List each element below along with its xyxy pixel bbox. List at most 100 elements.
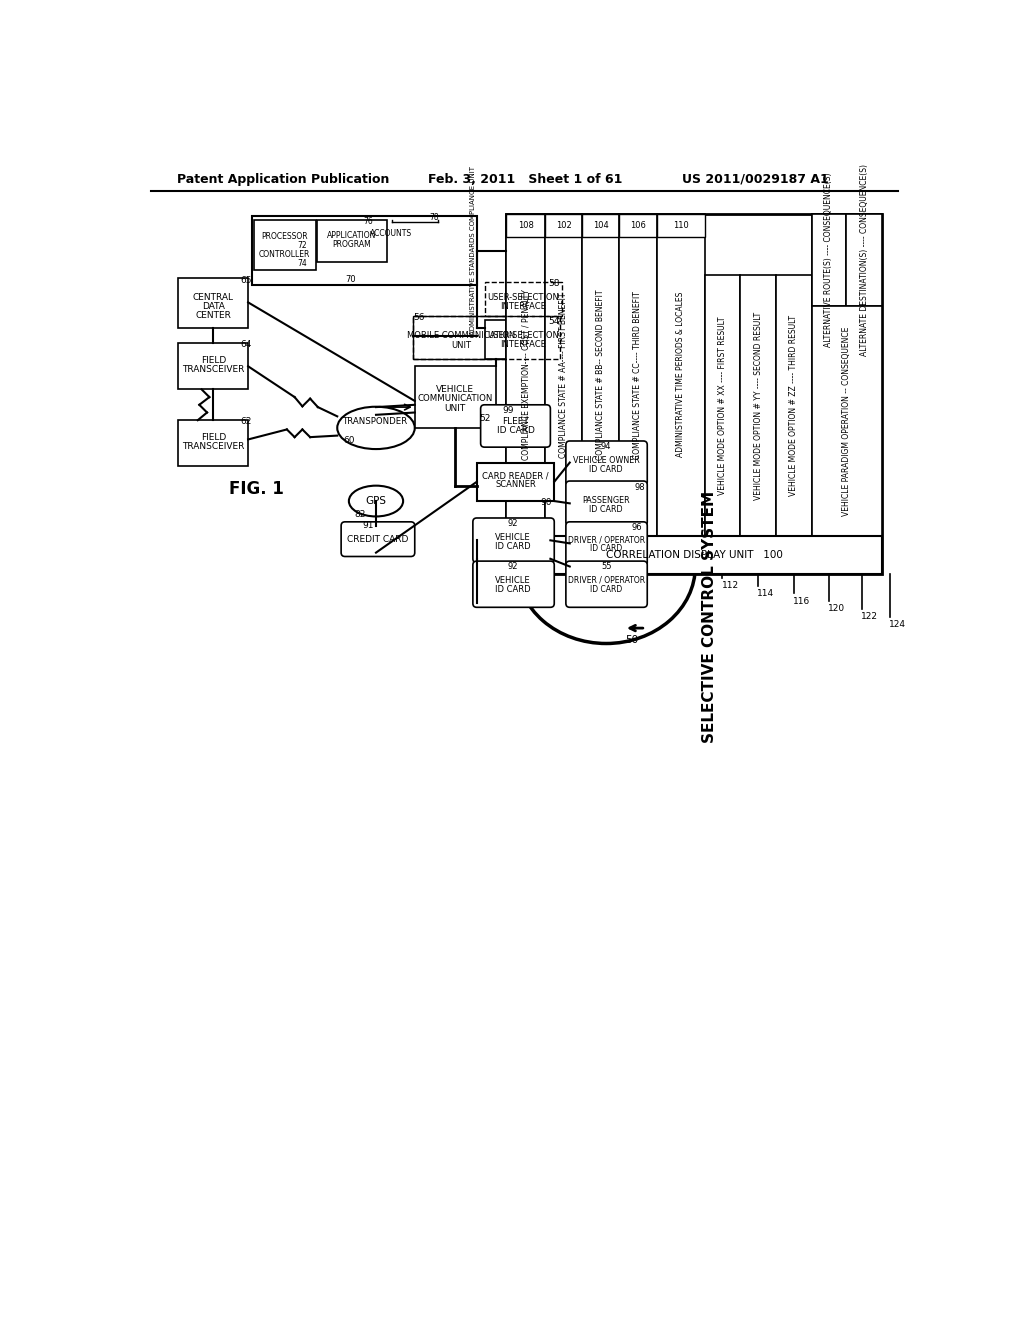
Ellipse shape xyxy=(349,486,403,516)
Bar xyxy=(656,214,705,238)
Text: DRIVER / OPERATOR: DRIVER / OPERATOR xyxy=(567,576,645,585)
Text: 91: 91 xyxy=(362,521,374,531)
Bar xyxy=(178,343,248,389)
Text: VEHICLE: VEHICLE xyxy=(496,533,531,541)
FancyBboxPatch shape xyxy=(566,441,647,486)
Bar xyxy=(656,214,705,536)
Bar xyxy=(506,214,545,536)
Text: 122: 122 xyxy=(861,612,879,620)
Text: FIELD: FIELD xyxy=(201,355,226,364)
Text: APPLICATION: APPLICATION xyxy=(328,231,377,240)
Text: ALTERNATIVE ROUTE(S) ---- CONSEQUENCE(S): ALTERNATIVE ROUTE(S) ---- CONSEQUENCE(S) xyxy=(824,173,834,347)
Bar xyxy=(506,214,545,238)
Bar xyxy=(583,214,620,238)
Bar xyxy=(252,216,477,285)
Text: DRIVER / OPERATOR: DRIVER / OPERATOR xyxy=(567,535,645,544)
Text: 56: 56 xyxy=(414,313,425,322)
Text: TRANSPONDER: TRANSPONDER xyxy=(343,417,409,426)
Bar xyxy=(812,306,882,536)
Text: COMPLIANCE STATE # BB-- SECOND BENEFIT: COMPLIANCE STATE # BB-- SECOND BENEFIT xyxy=(596,289,605,461)
Bar xyxy=(740,276,776,536)
Text: 94: 94 xyxy=(601,442,611,451)
Text: 60: 60 xyxy=(343,437,354,445)
Text: ID CARD: ID CARD xyxy=(496,543,531,550)
Bar xyxy=(545,214,583,238)
Bar xyxy=(178,277,248,327)
Bar xyxy=(415,367,496,428)
Text: GPS: GPS xyxy=(366,496,386,506)
Bar xyxy=(620,214,656,238)
Bar xyxy=(812,214,847,306)
Text: 116: 116 xyxy=(793,597,810,606)
Text: 96: 96 xyxy=(631,524,642,532)
Text: PASSENGER: PASSENGER xyxy=(583,496,630,504)
Text: VEHICLE MODE OPTION # ZZ ---- THIRD RESULT: VEHICLE MODE OPTION # ZZ ---- THIRD RESU… xyxy=(790,315,799,496)
Text: 64: 64 xyxy=(240,341,252,350)
Text: 52: 52 xyxy=(479,414,490,424)
Text: UNIT: UNIT xyxy=(452,341,471,350)
Text: COMPLIANCE EXEMPTION---- COST / PENALTY: COMPLIANCE EXEMPTION---- COST / PENALTY xyxy=(521,289,530,461)
Bar xyxy=(254,220,315,271)
Text: VEHICLE MODE OPTION # XX ---- FIRST RESULT: VEHICLE MODE OPTION # XX ---- FIRST RESU… xyxy=(718,317,727,495)
Text: 72: 72 xyxy=(298,242,307,249)
Bar xyxy=(484,321,562,359)
Text: 92: 92 xyxy=(508,562,518,572)
Text: VEHICLE PARADIGM OPERATION -- CONSEQUENCE: VEHICLE PARADIGM OPERATION -- CONSEQUENC… xyxy=(843,326,851,516)
Text: USER-SELECTION: USER-SELECTION xyxy=(487,293,559,301)
Text: 78: 78 xyxy=(429,214,439,222)
Text: PROCESSOR: PROCESSOR xyxy=(261,232,308,242)
Bar xyxy=(178,420,248,466)
Text: 120: 120 xyxy=(827,605,845,614)
Text: ADMINISTRATIVE STANDARDS COMPLIANCE UNIT: ADMINISTRATIVE STANDARDS COMPLIANCE UNIT xyxy=(470,166,476,335)
FancyBboxPatch shape xyxy=(480,405,550,447)
Text: PROGRAM: PROGRAM xyxy=(333,240,372,249)
FancyBboxPatch shape xyxy=(473,517,554,562)
Text: 74: 74 xyxy=(298,260,307,268)
Text: Patent Application Publication: Patent Application Publication xyxy=(177,173,389,186)
Text: ALTERNATE DESTINATION(S) ---- CONSEQUENCE(S): ALTERNATE DESTINATION(S) ---- CONSEQUENC… xyxy=(860,164,868,356)
Text: 114: 114 xyxy=(758,589,774,598)
Text: 124: 124 xyxy=(889,620,906,628)
Text: FIELD: FIELD xyxy=(201,433,226,442)
Text: ID CARD: ID CARD xyxy=(496,585,531,594)
Text: 98: 98 xyxy=(634,483,645,491)
Ellipse shape xyxy=(337,407,415,449)
Text: CARD READER /: CARD READER / xyxy=(482,471,549,480)
FancyBboxPatch shape xyxy=(566,561,647,607)
Text: 76: 76 xyxy=(364,216,373,226)
Text: 50: 50 xyxy=(626,635,638,644)
Text: ID CARD: ID CARD xyxy=(590,585,623,594)
Text: 55: 55 xyxy=(601,562,611,572)
Text: 65: 65 xyxy=(240,276,252,285)
Text: DATA: DATA xyxy=(202,302,224,310)
Text: 90: 90 xyxy=(541,498,552,507)
Text: CORRELATION DISPLAY UNIT   100: CORRELATION DISPLAY UNIT 100 xyxy=(606,550,782,560)
Text: VEHICLE OWNER: VEHICLE OWNER xyxy=(572,455,640,465)
Bar xyxy=(583,214,620,536)
Bar xyxy=(705,276,740,536)
Text: 70: 70 xyxy=(345,275,355,284)
Text: CREDIT CARD: CREDIT CARD xyxy=(347,535,409,544)
Text: ADMINISTRATIVE TIME PERIODS & LOCALES: ADMINISTRATIVE TIME PERIODS & LOCALES xyxy=(676,292,685,458)
Text: VEHICLE: VEHICLE xyxy=(496,576,531,585)
Text: 108: 108 xyxy=(518,220,534,230)
Text: INTERFACE: INTERFACE xyxy=(501,341,546,350)
Text: US 2011/0029187 A1: US 2011/0029187 A1 xyxy=(682,173,829,186)
Bar xyxy=(776,276,812,536)
Bar xyxy=(414,317,560,359)
Text: COMMUNICATION: COMMUNICATION xyxy=(418,395,493,403)
Bar xyxy=(506,536,882,574)
Bar xyxy=(484,281,562,317)
Text: FLEET: FLEET xyxy=(502,417,528,426)
Text: COMPLIANCE STATE # CC---- THIRD BENEFIT: COMPLIANCE STATE # CC---- THIRD BENEFIT xyxy=(634,290,642,459)
Text: CENTRAL: CENTRAL xyxy=(193,293,233,301)
Text: CONTROLLER: CONTROLLER xyxy=(259,251,310,259)
Text: TRANSCEIVER: TRANSCEIVER xyxy=(182,364,245,374)
Text: ACCOUNTS: ACCOUNTS xyxy=(371,230,413,239)
Text: SELECTIVE CONTROL SYSTEM: SELECTIVE CONTROL SYSTEM xyxy=(701,491,717,743)
Text: 104: 104 xyxy=(593,220,608,230)
Text: ID CARD: ID CARD xyxy=(590,506,623,513)
Text: TRANSCEIVER: TRANSCEIVER xyxy=(182,442,245,451)
Text: CENTER: CENTER xyxy=(196,312,231,319)
Bar xyxy=(812,214,882,306)
